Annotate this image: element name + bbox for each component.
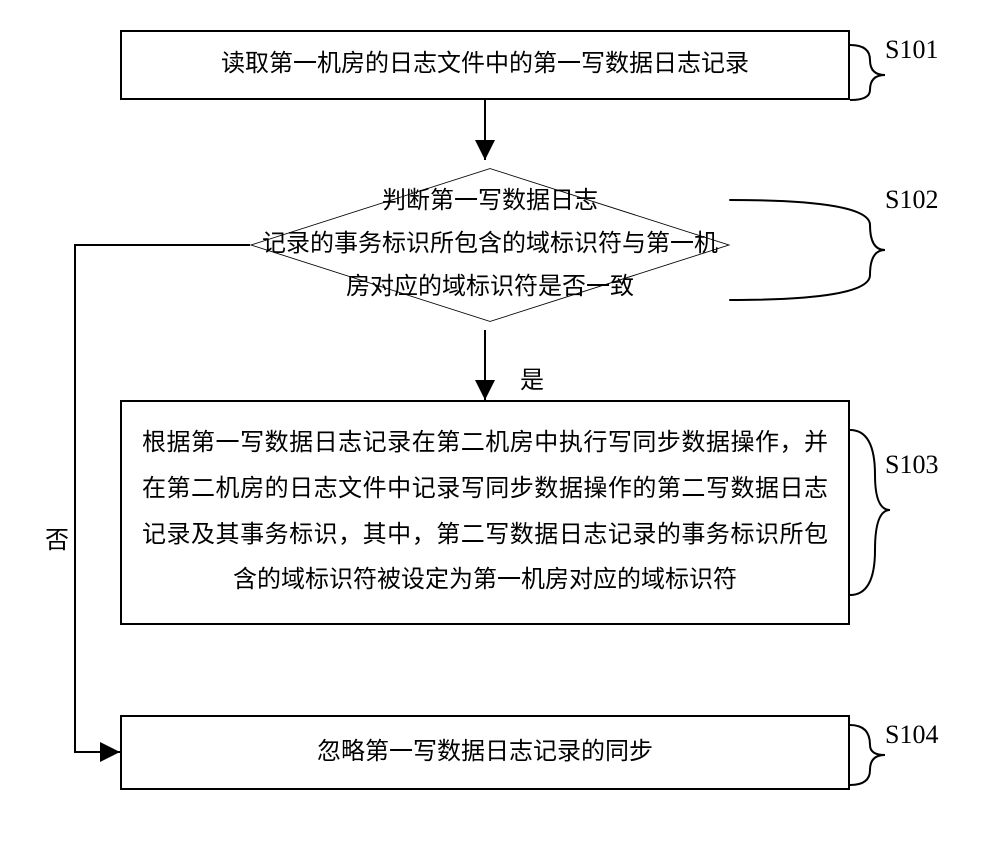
node-s103-text: 根据第一写数据日志记录在第二机房中执行写同步数据操作，并在第二机房的日志文件中记…: [142, 421, 828, 603]
label-s101: S101: [885, 35, 938, 65]
node-s102: 判断第一写数据日志 记录的事务标识所包含的域标识符与第一机 房对应的域标识符是否…: [250, 160, 730, 330]
label-s104: S104: [885, 720, 938, 750]
node-s103: 根据第一写数据日志记录在第二机房中执行写同步数据操作，并在第二机房的日志文件中记…: [120, 400, 850, 625]
label-s103: S103: [885, 450, 938, 480]
node-s104: 忽略第一写数据日志记录的同步: [120, 715, 850, 790]
node-s102-line3: 房对应的域标识符是否一致: [346, 275, 634, 301]
edge-label-no: 否: [45, 520, 69, 555]
node-s102-line2: 记录的事务标识所包含的域标识符与第一机: [262, 231, 718, 257]
node-s102-line1: 判断第一写数据日志: [382, 188, 598, 214]
node-s104-text: 忽略第一写数据日志记录的同步: [317, 730, 653, 776]
flowchart-canvas: 读取第一机房的日志文件中的第一写数据日志记录 S101 判断第一写数据日志 记录…: [30, 30, 970, 830]
edge-label-yes: 是: [520, 360, 544, 395]
label-s102: S102: [885, 185, 938, 215]
